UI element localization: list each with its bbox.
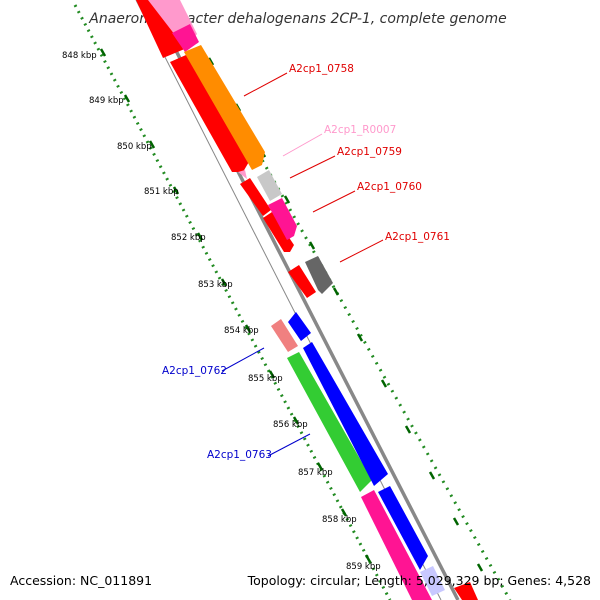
cds-forward-red: [454, 582, 478, 600]
cds-reverse-salmon: [271, 319, 298, 352]
kbp-label: 848 kbp: [62, 51, 97, 61]
topology-text: Topology: circular; Length: 5,029,329 bp…: [247, 573, 591, 588]
genome-backbone: [135, 0, 460, 600]
gene-label-a2cp1-0761: A2cp1_0761: [385, 231, 450, 243]
kbp-label: 854 kbp: [224, 326, 259, 336]
kbp-label: 853 kbp: [198, 280, 233, 290]
kbp-label: 859 kbp: [346, 562, 381, 572]
ruler-labels: 848 kbp 849 kbp 850 kbp 851 kbp 852 kbp …: [62, 51, 381, 572]
accession-text: Accession: NC_011891: [10, 573, 152, 588]
cds-reverse-red: [288, 265, 316, 298]
kbp-label: 851 kbp: [144, 187, 179, 197]
reverse-strand-track: [136, 0, 432, 600]
gene-label-a2cp1-0763: A2cp1_0763: [207, 449, 272, 461]
kbp-label: 852 kbp: [171, 233, 206, 243]
kbp-label: 858 kbp: [322, 515, 357, 525]
ruler-outer-dotted: [170, 0, 512, 600]
cds-reverse-red: [240, 178, 271, 216]
gene-label-a2cp1-0759: A2cp1_0759: [337, 146, 402, 158]
cds-forward-blue: [378, 486, 428, 570]
gene-label-a2cp1-0758: A2cp1_0758: [289, 63, 354, 75]
kbp-label: 857 kbp: [298, 468, 333, 478]
cds-reverse-red: [263, 212, 294, 252]
gene-labels: A2cp1_0758 A2cp1_R0007 A2cp1_0759 A2cp1_…: [162, 63, 450, 461]
cds-forward-dark-grey: [305, 256, 333, 294]
label-connectors: [221, 72, 384, 457]
ruler-inner-dotted: [73, 4, 392, 600]
gene-label-a2cp1-0762: A2cp1_0762: [162, 365, 227, 377]
cds-forward-blue: [303, 342, 388, 486]
cds-forward-light-blue: [420, 566, 445, 596]
cds-reverse-green: [287, 352, 372, 492]
cds-reverse-pink: [361, 490, 432, 600]
gene-label-a2cp1-r0007: A2cp1_R0007: [324, 124, 396, 136]
ruler-inner-ticks: [99, 48, 372, 563]
cds-reverse-red: [170, 55, 250, 172]
cds-forward-pink: [268, 198, 297, 240]
gene-label-a2cp1-0760: A2cp1_0760: [357, 181, 422, 193]
forward-strand-track: [148, 0, 478, 600]
cds-forward-blue: [288, 312, 311, 341]
cds-reverse-red: [136, 0, 187, 58]
kbp-label: 850 kbp: [117, 142, 152, 152]
trna-reverse-pink: [238, 170, 247, 179]
kbp-label: 855 kbp: [248, 374, 283, 384]
kbp-label: 856 kbp: [273, 420, 308, 430]
cds-forward-orange: [184, 45, 265, 170]
kbp-label: 849 kbp: [89, 96, 124, 106]
cds-forward-light-grey: [257, 170, 282, 201]
map-title: Anaeromyxobacter dehalogenans 2CP-1, com…: [88, 11, 506, 27]
cds-forward-pink: [172, 24, 199, 52]
